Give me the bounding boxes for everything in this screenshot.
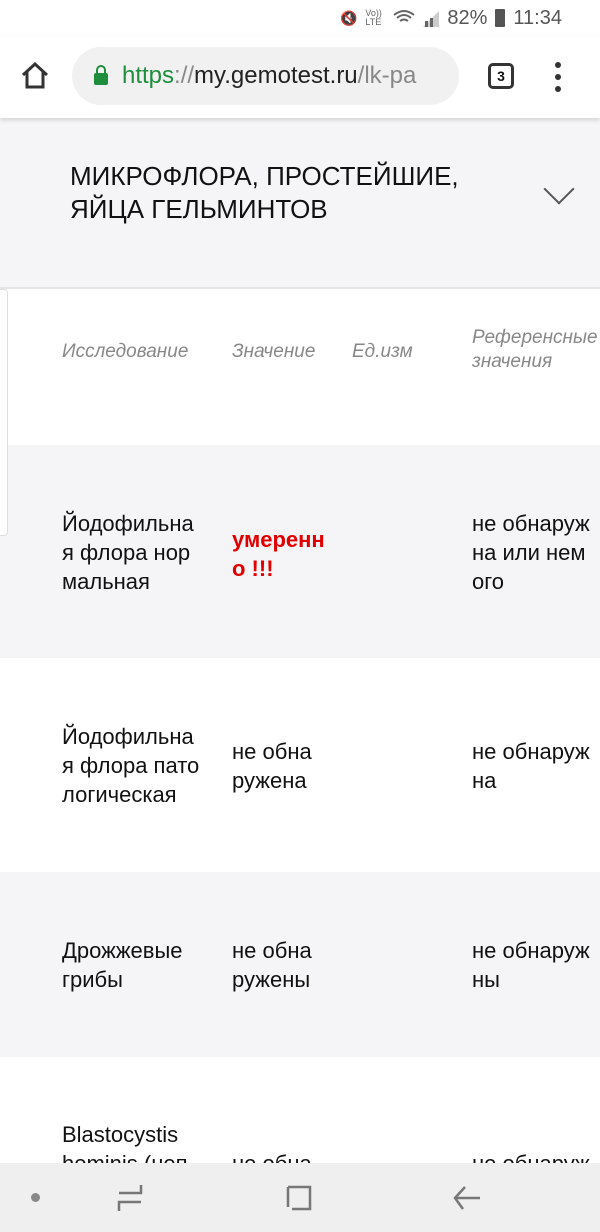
- nav-dot-icon: [31, 1193, 40, 1202]
- cell-value: умеренн о !!!: [232, 527, 325, 581]
- url-separator: ://: [174, 62, 195, 89]
- mute-icon: 🔇: [339, 9, 358, 26]
- volte-icon: Vo)) LTE: [365, 8, 382, 27]
- cell-test: Йодофильна я флора пато логическая: [62, 724, 200, 807]
- header-unit: Ед.изм: [352, 341, 413, 362]
- home-icon[interactable]: [20, 60, 50, 90]
- cell-reference: не обнаруж на: [472, 739, 590, 793]
- wifi-icon: [393, 10, 416, 22]
- status-bar: 🔇 Vo)) LTE 82% 11:34: [0, 0, 600, 36]
- section-header[interactable]: МИКРОФЛОРА, ПРОСТЕЙШИЕ, ЯЙЦА ГЕЛЬМИНТОВ: [0, 118, 600, 289]
- table-header: Исследование Значение Ед.изм Референсные…: [0, 290, 600, 445]
- header-reference: Референсные значения: [472, 327, 598, 372]
- table-row: Дрожжевые грибы не обна ружены не обнару…: [0, 872, 600, 1057]
- more-menu-icon[interactable]: [553, 62, 563, 92]
- table-row: Йодофильна я флора нор мальная умеренн о…: [0, 445, 600, 658]
- address-bar[interactable]: https://my.gemotest.ru/lk-pa: [72, 47, 459, 105]
- table-row: Йодофильна я флора пато логическая не об…: [0, 658, 600, 872]
- battery-percent: 82%: [447, 6, 488, 29]
- home-button-icon[interactable]: [284, 1183, 314, 1213]
- url-scheme: https: [122, 62, 175, 89]
- cell-test: Йодофильна я флора нор мальная: [62, 511, 194, 594]
- url-path: /lk-pa: [357, 62, 417, 89]
- section-title: МИКРОФЛОРА, ПРОСТЕЙШИЕ, ЯЙЦА ГЕЛЬМИНТОВ: [70, 161, 459, 224]
- cell-value: не обна ружены: [232, 938, 312, 992]
- browser-toolbar: https://my.gemotest.ru/lk-pa 3: [0, 36, 600, 118]
- battery-icon: [495, 9, 506, 27]
- header-test: Исследование: [62, 341, 189, 362]
- back-icon[interactable]: [452, 1183, 482, 1213]
- signal-icon: [423, 11, 440, 27]
- cell-reference: не обнаруж на или нем ого: [472, 511, 590, 594]
- cell-reference: не обнаруж ны: [472, 938, 590, 992]
- tab-switcher-button[interactable]: 3: [488, 63, 514, 89]
- cell-value: не обна ружена: [232, 739, 312, 793]
- system-nav-bar: [0, 1163, 600, 1232]
- lock-icon: [94, 65, 108, 85]
- recents-icon[interactable]: [115, 1183, 145, 1213]
- header-value: Значение: [232, 341, 316, 362]
- card-edge: [0, 289, 8, 536]
- cell-test: Дрожжевые грибы: [62, 938, 183, 992]
- clock: 11:34: [513, 6, 562, 29]
- url-host: my.gemotest.ru: [194, 62, 358, 89]
- chevron-down-icon[interactable]: [543, 173, 575, 205]
